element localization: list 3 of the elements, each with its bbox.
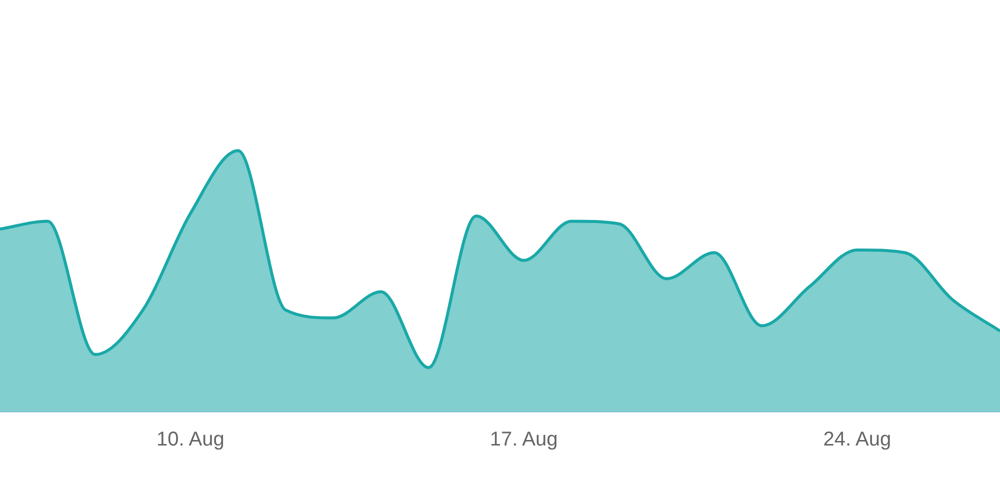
x-tick-label: 10. Aug xyxy=(156,428,224,451)
x-tick-label: 17. Aug xyxy=(490,428,558,451)
x-tick-label: 24. Aug xyxy=(823,428,892,451)
